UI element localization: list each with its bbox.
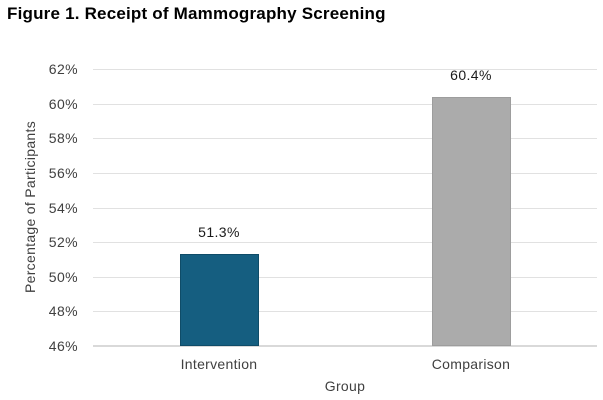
x-tick-label-intervention: Intervention	[180, 356, 258, 372]
gridline	[93, 242, 597, 244]
y-tick-label: 58%	[48, 130, 78, 147]
gridline	[93, 103, 597, 105]
y-tick-label: 60%	[48, 95, 78, 112]
x-axis-tick-labels: Intervention Comparison	[93, 356, 597, 372]
gridline	[93, 276, 597, 278]
y-axis-tick-labels: 46% 48% 50% 52% 54% 56% 58% 60% 62%	[0, 61, 78, 354]
y-tick-label: 52%	[48, 234, 78, 251]
gridline	[93, 311, 597, 313]
y-tick-label: 56%	[48, 164, 78, 181]
bar-comparison	[431, 96, 511, 346]
y-tick-label: 62%	[48, 61, 78, 77]
gridline	[93, 138, 597, 140]
plot-area: 51.3% 60.4%	[93, 66, 597, 347]
y-tick-label: 48%	[48, 303, 78, 320]
figure-title: Figure 1. Receipt of Mammography Screeni…	[7, 4, 386, 23]
gridline	[93, 69, 597, 70]
x-axis-line	[93, 345, 597, 347]
y-tick-label: 54%	[48, 199, 78, 216]
gridline	[93, 207, 597, 209]
gridline	[93, 172, 597, 174]
x-tick-label-comparison: Comparison	[431, 356, 511, 372]
bar-intervention	[179, 254, 259, 346]
y-tick-label: 46%	[48, 338, 78, 354]
value-label-intervention: 51.3%	[198, 224, 240, 241]
value-label-comparison: 60.4%	[450, 66, 492, 83]
x-axis-title: Group	[324, 378, 366, 394]
y-tick-label: 50%	[48, 268, 78, 285]
